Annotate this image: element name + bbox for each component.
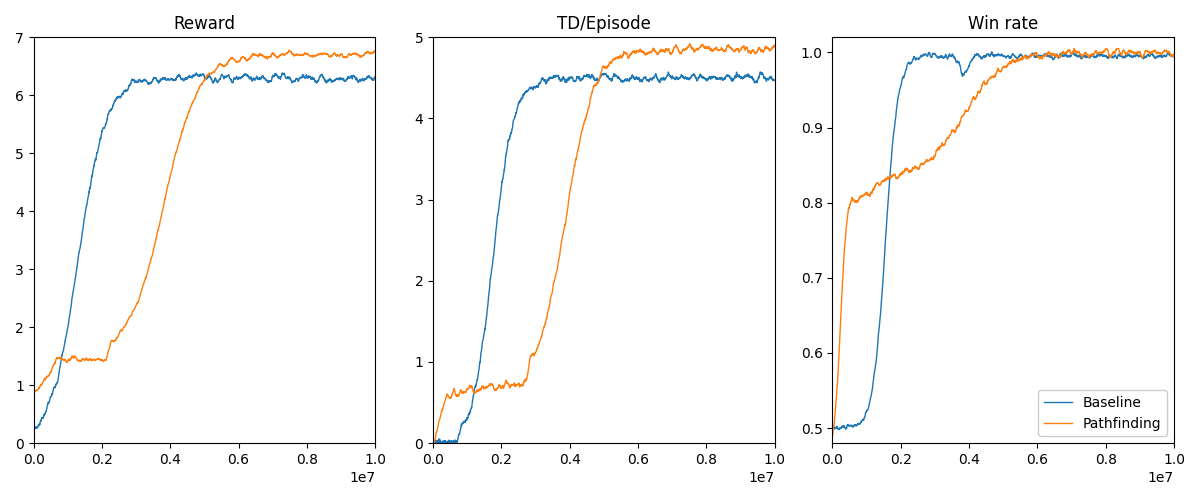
Legend: Baseline, Pathfinding: Baseline, Pathfinding [1038, 390, 1168, 436]
Line: Baseline: Baseline [833, 52, 1174, 430]
Title: Win rate: Win rate [968, 15, 1038, 33]
Baseline [1157, 52, 1171, 58]
Baseline [842, 423, 857, 429]
Pathfinding [1067, 46, 1081, 52]
Pathfinding [991, 67, 1006, 73]
Title: TD/Episode: TD/Episode [557, 15, 650, 33]
Title: Reward: Reward [174, 15, 235, 33]
Pathfinding [1094, 50, 1109, 56]
Pathfinding [826, 432, 840, 438]
Line: Pathfinding: Pathfinding [833, 48, 1174, 436]
Pathfinding [842, 202, 857, 207]
Baseline [832, 426, 846, 432]
Baseline [983, 53, 997, 59]
Baseline [1157, 52, 1171, 59]
Baseline [1166, 54, 1181, 60]
Baseline [984, 49, 998, 55]
Baseline [991, 52, 1006, 58]
Baseline [826, 425, 840, 431]
Pathfinding [1157, 48, 1171, 54]
Pathfinding [1157, 48, 1171, 54]
Baseline [1094, 52, 1109, 58]
Pathfinding [826, 433, 840, 439]
Pathfinding [1166, 51, 1181, 57]
Pathfinding [983, 74, 997, 80]
